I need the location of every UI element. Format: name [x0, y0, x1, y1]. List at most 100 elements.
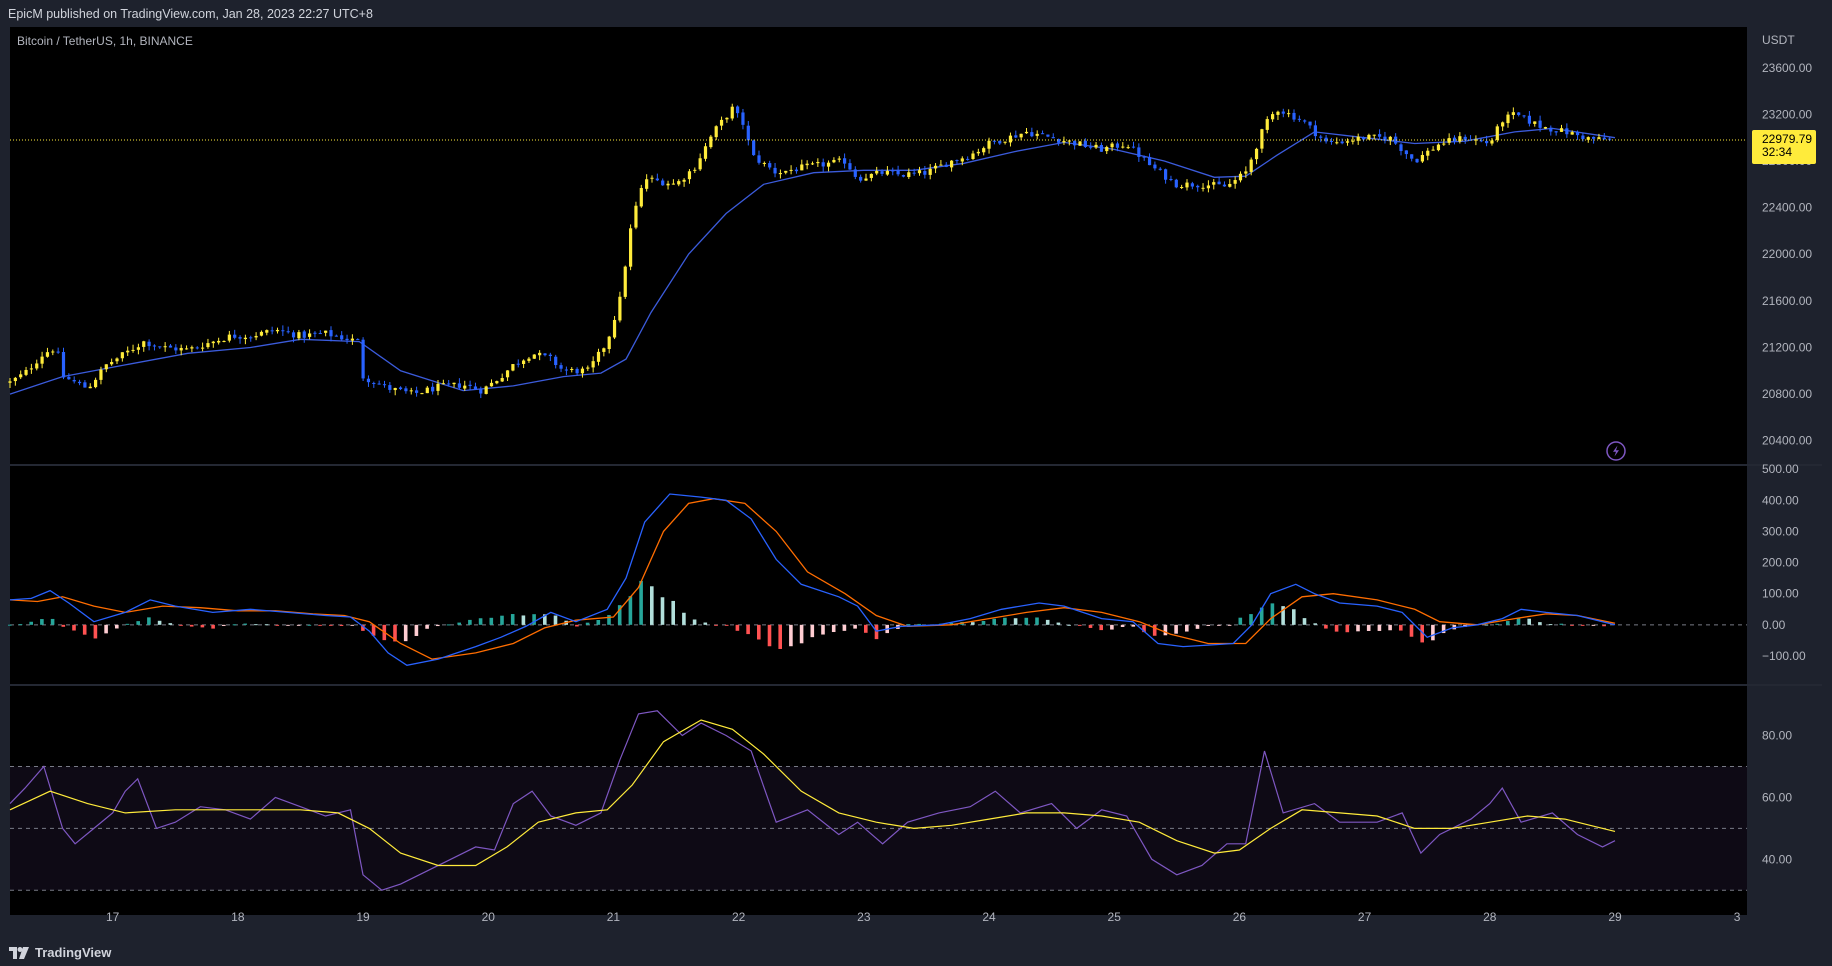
candle-body	[629, 228, 633, 267]
candle-body	[404, 388, 408, 392]
candle-body	[832, 159, 836, 163]
candle-body	[596, 351, 601, 362]
candle-body	[1105, 146, 1109, 152]
candle-body	[1586, 137, 1590, 140]
histogram-bar	[1024, 617, 1029, 625]
candle-body	[1394, 136, 1398, 144]
candle-body	[99, 369, 103, 380]
candle-body	[281, 330, 285, 332]
price-tick-label: 22400.00	[1762, 201, 1812, 215]
histogram-bar	[703, 622, 708, 625]
candle-body	[1452, 137, 1457, 142]
histogram-bar	[617, 605, 622, 625]
candle-body	[1570, 132, 1574, 135]
candle-body	[1426, 150, 1430, 156]
candle-body	[201, 347, 205, 349]
time-tick-label: 28	[1483, 910, 1497, 924]
candle-body	[1442, 143, 1446, 145]
rsi-axis[interactable]: 40.00 60.00 80.00	[1762, 729, 1792, 867]
candle-body	[859, 176, 863, 181]
candle-body	[1431, 149, 1435, 151]
candle-body	[1292, 112, 1296, 120]
candle-body	[762, 162, 766, 164]
histogram-bar	[1099, 624, 1103, 631]
current-price-label: 22979.79 32:34	[1752, 130, 1816, 165]
candle-body	[270, 330, 274, 332]
candle-body	[24, 369, 28, 375]
candle-body	[928, 168, 932, 175]
histogram-bar	[275, 624, 280, 626]
histogram-bar	[361, 624, 365, 631]
candle-body	[1511, 112, 1515, 115]
candle-body	[607, 336, 611, 350]
candle-body	[1067, 140, 1071, 142]
candle-body	[388, 385, 392, 390]
time-tick-label: 27	[1358, 910, 1372, 924]
candle-body	[222, 340, 226, 342]
candle-body	[184, 348, 189, 350]
histogram-bar	[575, 624, 579, 627]
histogram-bar	[457, 622, 461, 625]
candle-body	[1078, 141, 1082, 146]
candle-body	[703, 146, 708, 159]
histogram-bar	[1013, 618, 1018, 625]
candle-body	[848, 163, 852, 170]
candle-body	[810, 163, 815, 165]
histogram-bar	[1281, 606, 1285, 625]
price-pane[interactable]: Bitcoin / TetherUS, 1h, BINANCE USDT 204…	[8, 27, 1816, 464]
candle-body	[393, 387, 397, 391]
macd-pane[interactable]: −100.00 0.00 100.00 200.00 300.00 400.00 500.0…	[8, 462, 1806, 684]
candle-body	[1420, 154, 1424, 162]
candle-body	[527, 358, 531, 361]
candle-body	[570, 368, 574, 370]
histogram-bar	[468, 619, 472, 625]
candle-body	[147, 341, 151, 347]
candle-body	[602, 348, 606, 352]
candle-body	[1040, 133, 1045, 135]
candle-body	[329, 330, 333, 337]
candle-body	[1581, 135, 1585, 140]
histogram-bar	[18, 624, 23, 626]
candle-body	[511, 364, 515, 371]
histogram-bar	[799, 624, 804, 644]
time-axis[interactable]: 17 18 19 20 21 22 23 24 25 26 27 28 29 3	[106, 910, 1741, 924]
candle-body	[869, 173, 873, 178]
candle-body	[987, 140, 991, 149]
tradingview-logo-icon	[9, 946, 29, 959]
histogram-bar	[1142, 624, 1146, 633]
candle-body	[1228, 183, 1232, 187]
bolt-icon[interactable]	[1606, 441, 1626, 461]
histogram-bar	[264, 624, 269, 626]
candle-body	[1174, 179, 1178, 188]
candle-body	[302, 331, 306, 338]
candle-body	[1324, 137, 1328, 142]
histogram-bar	[532, 614, 536, 625]
histogram-bar	[724, 624, 729, 626]
symbol-title: Bitcoin / TetherUS, 1h, BINANCE	[17, 34, 193, 48]
candle-body	[1479, 140, 1483, 142]
rsi-band-lines	[10, 765, 1747, 891]
candle-body	[875, 170, 879, 174]
histogram-bar	[393, 624, 397, 642]
candle-body	[1597, 137, 1601, 140]
price-axis[interactable]: 20400.00 20800.00 21200.00 21600.00 22000.00…	[1762, 61, 1812, 448]
candle-body	[896, 170, 900, 175]
histogram-bar	[917, 623, 922, 625]
histogram-bar	[489, 617, 494, 625]
candle-body	[645, 179, 649, 189]
histogram-bar	[125, 623, 130, 625]
histogram-bar	[168, 623, 173, 625]
macd-tick-label: 500.00	[1762, 462, 1799, 476]
histogram-bar	[1345, 624, 1350, 633]
candle-body	[126, 350, 130, 353]
candle-body	[666, 183, 670, 186]
histogram-bar	[350, 624, 354, 626]
tradingview-brand[interactable]: TradingView	[9, 945, 111, 960]
macd-axis[interactable]: −100.00 0.00 100.00 200.00 300.00 400.00 500.0…	[1762, 462, 1806, 663]
rsi-pane[interactable]: 40.00 60.00 80.00	[9, 686, 1792, 915]
candle-body	[1185, 182, 1189, 188]
candle-body	[67, 376, 71, 380]
candle-body	[960, 158, 964, 162]
candle-body	[1271, 114, 1275, 120]
